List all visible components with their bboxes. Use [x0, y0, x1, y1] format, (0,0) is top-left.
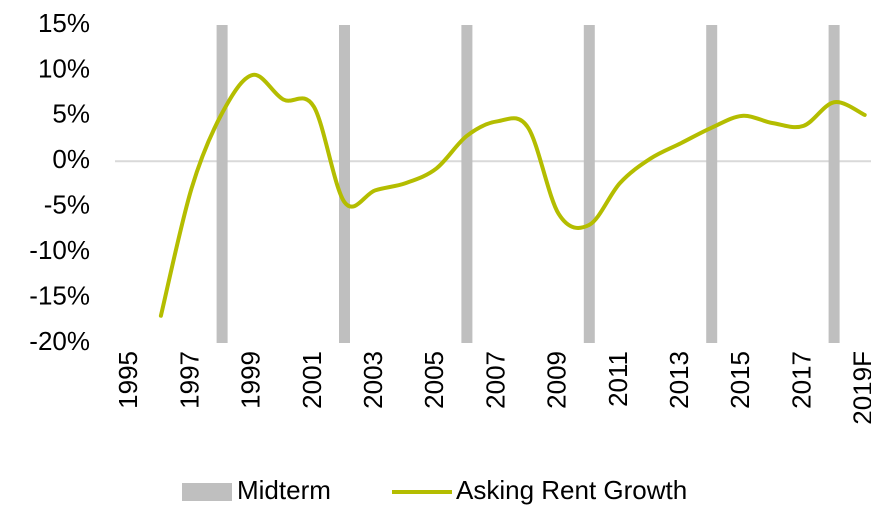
y-tick-label: -15%: [29, 280, 90, 310]
y-tick-label: -20%: [29, 326, 90, 356]
bar: [828, 25, 840, 343]
line: [158, 72, 867, 318]
x-tick-label: 2015: [725, 351, 755, 409]
legend-label: Midterm: [237, 475, 331, 505]
y-tick-label: 5%: [52, 99, 90, 129]
x-tick-label: 2009: [542, 351, 572, 409]
bar: [706, 25, 718, 343]
y-tick-label: 0%: [52, 144, 90, 174]
legend-label: Asking Rent Growth: [456, 475, 687, 505]
y-tick-label: -5%: [44, 190, 90, 220]
x-tick-label: 2003: [358, 351, 388, 409]
y-tick-label: -10%: [29, 235, 90, 265]
legend-swatch: [182, 483, 232, 501]
bar: [216, 25, 228, 343]
bar: [461, 25, 473, 343]
x-tick-label: 2005: [419, 351, 449, 409]
x-tick-label: 2017: [786, 351, 816, 409]
x-tick-label: 1995: [113, 351, 143, 409]
x-tick-label: 2001: [297, 351, 327, 409]
y-tick-label: 10%: [38, 53, 90, 83]
bar: [339, 25, 350, 343]
x-tick-label: 2011: [603, 351, 633, 407]
bar: [583, 25, 595, 343]
x-tick-label: 2007: [480, 351, 510, 409]
x-tick-label: 1997: [174, 351, 204, 409]
x-tick-label: 2013: [664, 351, 694, 409]
y-tick-label: 15%: [38, 8, 90, 38]
x-tick-label: 1999: [236, 351, 266, 409]
x-tick-label: 2019F: [848, 351, 871, 425]
